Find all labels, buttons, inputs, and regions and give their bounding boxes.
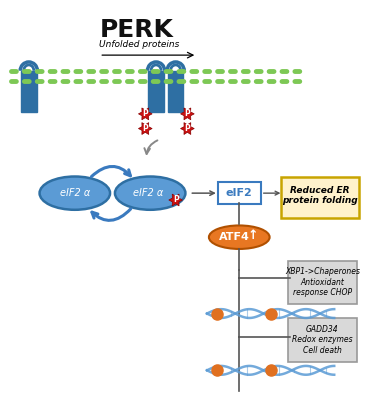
- Text: P: P: [184, 124, 190, 133]
- FancyBboxPatch shape: [168, 71, 183, 112]
- FancyBboxPatch shape: [148, 71, 164, 112]
- Polygon shape: [138, 123, 152, 134]
- FancyBboxPatch shape: [281, 176, 359, 218]
- Text: Unfolded proteins: Unfolded proteins: [99, 40, 180, 49]
- Text: P: P: [142, 124, 148, 133]
- Text: P: P: [173, 196, 179, 204]
- Text: P: P: [142, 109, 148, 118]
- FancyBboxPatch shape: [288, 318, 357, 362]
- FancyBboxPatch shape: [288, 261, 357, 304]
- Polygon shape: [169, 194, 183, 206]
- Polygon shape: [138, 108, 152, 120]
- Text: Redox enzymes: Redox enzymes: [292, 336, 353, 344]
- Ellipse shape: [39, 176, 110, 210]
- Text: ATF4: ATF4: [219, 232, 250, 242]
- Text: XBP1->Chaperones: XBP1->Chaperones: [285, 267, 360, 276]
- Text: Cell death: Cell death: [303, 346, 342, 355]
- Text: ↑: ↑: [248, 229, 258, 242]
- Ellipse shape: [209, 226, 270, 249]
- Text: eIF2: eIF2: [226, 188, 253, 198]
- Text: protein folding: protein folding: [282, 196, 358, 206]
- Ellipse shape: [115, 176, 185, 210]
- FancyBboxPatch shape: [21, 71, 37, 112]
- Text: Antioxidant: Antioxidant: [300, 278, 344, 287]
- Polygon shape: [180, 123, 194, 134]
- Text: eIF2 α: eIF2 α: [133, 188, 163, 198]
- Text: PERK: PERK: [99, 18, 173, 42]
- Text: GADD34: GADD34: [306, 325, 339, 334]
- Text: P: P: [184, 109, 190, 118]
- Polygon shape: [180, 108, 194, 120]
- Text: response CHOP: response CHOP: [293, 288, 352, 298]
- Text: Reduced ER: Reduced ER: [290, 186, 349, 195]
- FancyBboxPatch shape: [218, 182, 261, 204]
- Text: eIF2 α: eIF2 α: [60, 188, 90, 198]
